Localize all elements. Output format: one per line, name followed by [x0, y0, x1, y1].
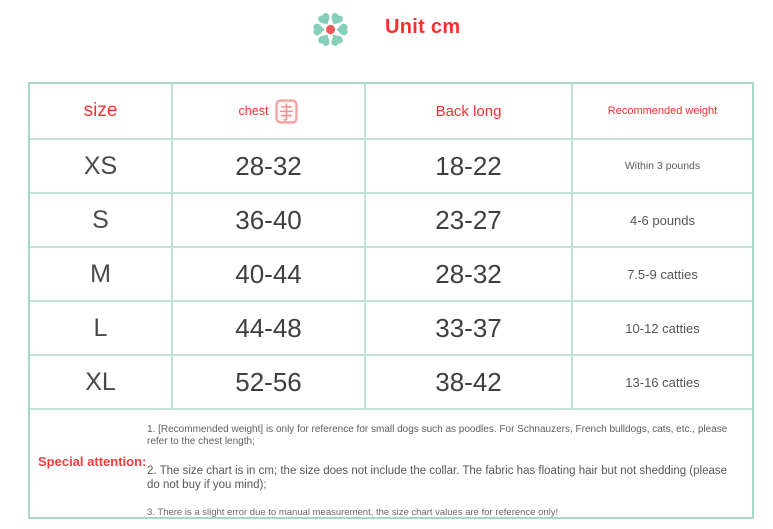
- flower-icon: [313, 11, 348, 48]
- back-long-cell: 28-32: [366, 248, 573, 302]
- note-item: 3. There is a slight error due to manual…: [147, 507, 559, 518]
- size-cell: M: [30, 248, 173, 302]
- chest-cell: 44-48: [173, 302, 366, 356]
- note-item: 1. [Recommended weight] is only for refe…: [147, 424, 728, 447]
- chest-cell: 40-44: [173, 248, 366, 302]
- back-long-cell: 33-37: [366, 302, 573, 356]
- back-long-cell: 38-42: [366, 356, 573, 410]
- column-header-recommended-weight: Recommended weight: [573, 84, 752, 140]
- size-cell: XL: [30, 356, 173, 410]
- column-header-size: size: [30, 84, 173, 140]
- chest-cell: 52-56: [173, 356, 366, 410]
- weight-cell: Within 3 pounds: [573, 140, 752, 194]
- column-header-back-long: Back long: [366, 84, 573, 140]
- size-cell: L: [30, 302, 173, 356]
- chest-cell: 28-32: [173, 140, 366, 194]
- column-header-chest-label: chest: [238, 104, 269, 118]
- weight-cell: 10-12 catties: [573, 302, 752, 356]
- size-chart-table: size chest Back long Recommended weight …: [28, 82, 754, 519]
- chest-cell: 36-40: [173, 194, 366, 248]
- weight-cell: 13-16 catties: [573, 356, 752, 410]
- back-long-cell: 18-22: [366, 140, 573, 194]
- unit-label: Unit cm: [385, 16, 461, 38]
- flower-center-dot: [325, 24, 336, 35]
- chest-circumference-stamp-icon: [275, 98, 299, 124]
- column-header-chest: chest: [173, 84, 366, 140]
- size-chart-grid: size chest Back long Recommended weight …: [30, 84, 752, 410]
- back-long-cell: 23-27: [366, 194, 573, 248]
- weight-cell: 7.5-9 catties: [573, 248, 752, 302]
- size-cell: XS: [30, 140, 173, 194]
- special-attention-label: Special attention:: [38, 454, 147, 469]
- special-attention-section: Special attention: 1. [Recommended weigh…: [30, 410, 752, 518]
- note-item: 2. The size chart is in cm; the size doe…: [147, 465, 728, 491]
- size-cell: S: [30, 194, 173, 248]
- weight-cell: 4-6 pounds: [573, 194, 752, 248]
